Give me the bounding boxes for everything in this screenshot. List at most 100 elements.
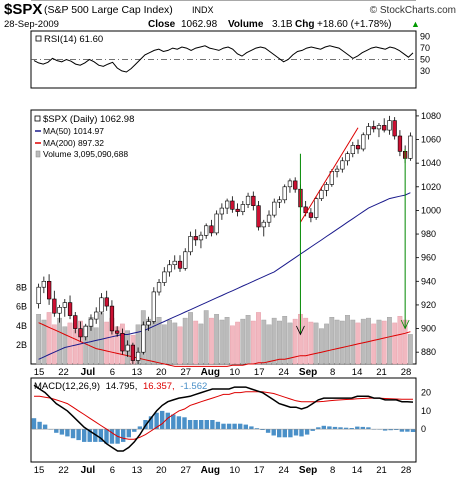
- candle-body: [392, 120, 397, 137]
- macd-x-tick-label: Aug: [201, 465, 220, 476]
- candle-body: [371, 126, 376, 130]
- price-legend-square-icon: [34, 115, 41, 122]
- candle-body: [115, 330, 120, 334]
- macd-histogram-bar: [299, 429, 304, 437]
- macd-histogram-bar: [288, 429, 293, 438]
- macd-layer: 20 10 0: [31, 384, 431, 452]
- candle-body: [272, 201, 277, 216]
- macd-x-tick-label: 14: [352, 465, 363, 476]
- price-x-tick-label: 13: [132, 367, 143, 378]
- macd-histogram-bar: [316, 427, 321, 430]
- macd-histogram-bar: [204, 420, 209, 430]
- candle-body: [293, 180, 298, 190]
- rsi-legend-text: RSI(14) 61.60: [44, 34, 103, 45]
- macd-histogram-bar: [93, 429, 98, 442]
- macd-histogram-bar: [160, 410, 165, 430]
- volume-bar: [408, 334, 413, 365]
- annotation-arrow-right-icon: [400, 319, 410, 330]
- macd-histogram-bar: [293, 429, 299, 436]
- candle-body: [125, 344, 130, 352]
- candle-body: [361, 134, 366, 150]
- candle-body: [141, 324, 146, 353]
- price-tick-label: 1060: [421, 135, 441, 145]
- macd-histogram-bar: [182, 417, 187, 430]
- macd-histogram-bar: [355, 426, 360, 430]
- macd-tick-label: 0: [421, 424, 426, 434]
- candle-body: [266, 214, 272, 223]
- candle-body: [324, 184, 329, 191]
- candle-body: [225, 200, 230, 209]
- candle-body: [209, 225, 214, 234]
- volume-bar: [339, 320, 345, 365]
- price-layer: 2B 4B 6B 8B 880 900 920 940 960 980 1000 1020 1040 10…: [16, 111, 441, 367]
- candle-body: [36, 286, 41, 305]
- macd-histogram-bar: [338, 427, 343, 430]
- macd-histogram-bar: [104, 429, 109, 444]
- rsi-panel-frame: [30, 30, 417, 89]
- macd-histogram-bar: [193, 420, 198, 430]
- candle-body: [193, 236, 198, 241]
- macd-histogram-bar: [154, 412, 159, 430]
- symbol-title: $SPX: [4, 1, 42, 18]
- candle-body: [156, 282, 162, 293]
- macd-histogram-bar: [343, 427, 349, 430]
- macd-x-tick-label: 22: [58, 465, 69, 476]
- macd-legend-text: MACD(12,26,9) 14.795, 16.357, -1.562: [34, 381, 207, 392]
- candle-body: [78, 328, 83, 338]
- price-x-tick-label: 8: [330, 367, 335, 378]
- macd-histogram-bar: [126, 429, 131, 438]
- macd-histogram-bar: [42, 424, 48, 430]
- ma50-line: [38, 192, 411, 360]
- macd-histogram-bar: [260, 429, 265, 430]
- price-x-tick-label: 24: [278, 367, 289, 378]
- volume-bar: [303, 317, 309, 365]
- macd-histogram-bar: [410, 429, 416, 432]
- candle-body: [230, 200, 235, 210]
- candle-body: [256, 205, 261, 228]
- candle-body: [151, 291, 157, 322]
- candle-body: [130, 344, 136, 361]
- candle-body: [350, 145, 356, 154]
- macd-legend-macd: 14.795,: [106, 381, 138, 392]
- candle-body: [245, 195, 251, 205]
- candle-body: [387, 120, 392, 131]
- volume-bar: [57, 317, 63, 365]
- candle-body: [240, 204, 246, 212]
- candle-body: [366, 126, 371, 136]
- price-x-tick-label: 15: [34, 367, 45, 378]
- macd-x-tick-label: Sep: [299, 465, 317, 476]
- volume-bar: [266, 324, 272, 365]
- macd-histogram-bar: [388, 429, 393, 431]
- volume-tick-label: 6B: [16, 302, 27, 312]
- macd-histogram-bar: [394, 429, 399, 430]
- macd-x-tick-label: 28: [401, 465, 412, 476]
- macd-histogram-bar: [382, 429, 388, 431]
- macd-histogram-bar: [271, 429, 276, 436]
- price-x-tick-label: 22: [58, 367, 69, 378]
- price-tick-label: 900: [421, 324, 436, 334]
- candle-body: [198, 234, 204, 241]
- volume-bar: [72, 329, 78, 365]
- volume-bar: [292, 318, 298, 365]
- macd-histogram-bar: [82, 429, 87, 442]
- volume-bar: [319, 328, 324, 365]
- volume-bar: [235, 321, 240, 365]
- macd-histogram-bar: [210, 420, 215, 430]
- volume-bar: [172, 322, 178, 365]
- candle-body: [177, 260, 183, 269]
- candle-body: [287, 180, 293, 188]
- volume-bar: [345, 315, 350, 365]
- chg-value: +18.60 (+1.78%): [317, 19, 392, 30]
- volume-bar: [46, 312, 52, 365]
- volume-bar: [104, 321, 110, 365]
- rsi-tick-label: 70: [420, 43, 430, 53]
- candle-body: [376, 125, 382, 130]
- rsi-legend-square-icon: [35, 35, 42, 42]
- macd-legend-signal: 16.357,: [143, 381, 175, 392]
- candle-body: [382, 125, 387, 131]
- candle-body: [172, 260, 177, 266]
- volume-bar: [392, 322, 398, 365]
- candle-body: [62, 302, 68, 308]
- candle-body: [282, 186, 287, 201]
